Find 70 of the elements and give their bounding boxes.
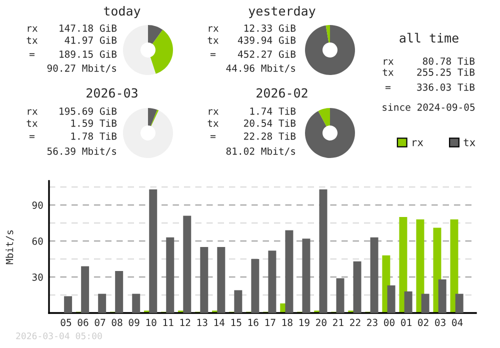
text: 81.02 Mbit/s <box>226 147 296 156</box>
legend-label: rx <box>412 140 424 146</box>
text: = <box>29 135 35 138</box>
text: 1.78 TiB <box>71 132 117 140</box>
x-tick-label: 03 <box>435 318 446 326</box>
text: = <box>210 53 216 56</box>
text: rx <box>208 109 218 115</box>
x-tick-label: 11 <box>163 318 174 326</box>
text: 90.27 Mbit/s <box>47 64 116 73</box>
text: 41.97 GiB <box>64 36 117 44</box>
x-tick-label: 16 <box>248 318 258 326</box>
x-tick-label: 01 <box>401 318 412 326</box>
text: 195.69 GiB <box>60 107 117 115</box>
chart-title: 2026-02 <box>256 88 308 98</box>
text: 1.59 TiB <box>71 119 117 127</box>
text: 20.54 TiB <box>244 119 296 127</box>
x-tick-label: 22 <box>350 318 360 326</box>
text: 22.28 TiB <box>244 132 296 140</box>
x-tick-label: 23 <box>367 318 378 326</box>
text: = <box>385 86 391 90</box>
x-tick-label: 17 <box>265 318 276 326</box>
text: 44.96 Mbit/s <box>226 64 296 73</box>
text: = <box>29 53 35 56</box>
chart-title: 2026-03 <box>86 88 138 98</box>
chart-title: yesterday <box>248 6 316 18</box>
text: tx <box>26 36 38 44</box>
text: = <box>210 135 216 138</box>
text: 255.25 TiB <box>417 68 475 76</box>
text: 56.39 Mbit/s <box>47 147 116 156</box>
x-tick-label: 10 <box>146 318 156 326</box>
text: 189.15 GiB <box>60 50 117 58</box>
text: 147.18 GiB <box>60 24 117 32</box>
x-tick-label: 20 <box>316 318 326 326</box>
x-tick-label: 14 <box>214 318 225 326</box>
text: all time <box>400 32 458 43</box>
x-tick-label: 13 <box>197 318 208 326</box>
x-tick-label: 05 <box>60 318 72 326</box>
text: 452.27 GiB <box>238 50 296 58</box>
x-tick-label: 06 <box>78 318 88 326</box>
text: 12.33 GiB <box>244 24 296 32</box>
text: rx <box>384 59 394 65</box>
x-tick-label: 12 <box>180 318 190 326</box>
x-tick-label: 02 <box>418 318 428 326</box>
x-tick-label: 09 <box>128 318 140 326</box>
text: rx <box>28 26 38 32</box>
text: rx <box>28 109 38 115</box>
x-tick-label: 07 <box>94 318 106 326</box>
chart-title: today <box>104 6 140 18</box>
x-tick-label: 08 <box>112 318 122 326</box>
text: tx <box>382 68 394 76</box>
y-tick-label: 60 <box>32 238 43 245</box>
text: tx <box>26 120 38 127</box>
text: 1.74 TiB <box>250 107 296 115</box>
x-tick-label: 18 <box>282 318 292 326</box>
y-tick-label: 30 <box>32 274 43 281</box>
text: tx <box>208 120 218 127</box>
x-tick-label: 19 <box>299 318 310 326</box>
x-tick-label: 21 <box>333 318 344 326</box>
legend-label: tx <box>464 138 476 146</box>
y-tick-label: 90 <box>32 202 43 209</box>
x-tick-label: 04 <box>452 318 463 326</box>
text: since 2024-09-05 <box>382 103 475 111</box>
text: rx <box>208 26 218 32</box>
text: tx <box>208 36 218 44</box>
x-tick-label: 00 <box>384 318 394 326</box>
text: 80.78 TiB <box>422 57 475 65</box>
x-tick-label: 15 <box>231 318 242 326</box>
text: 336.03 TiB <box>417 83 475 91</box>
y-axis-title: Mbit/s <box>6 230 14 264</box>
text: 439.94 GiB <box>238 36 296 44</box>
